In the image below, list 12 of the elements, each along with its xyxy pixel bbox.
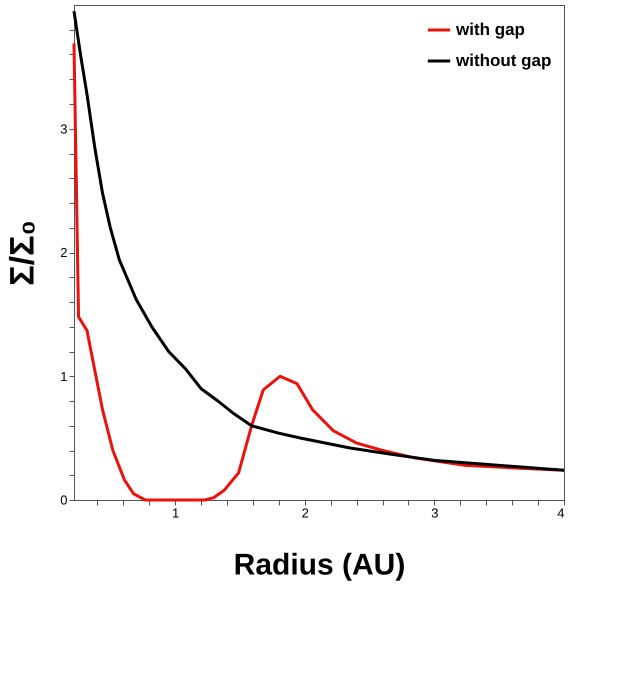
y-tick-label: 1 bbox=[60, 368, 68, 384]
x-axis-title: Radius (AU) bbox=[234, 548, 406, 582]
legend-label: without gap bbox=[455, 51, 552, 70]
legend-label: with gap bbox=[455, 20, 525, 39]
y-tick-label: 0 bbox=[60, 492, 68, 508]
y-tick-label: 3 bbox=[60, 121, 68, 136]
y-axis-title: Σ/Σ₀ bbox=[3, 220, 42, 286]
x-tick-label: 4 bbox=[557, 506, 564, 520]
x-tick-label: 3 bbox=[431, 506, 438, 520]
x-tick-label: 1 bbox=[172, 506, 180, 520]
y-tick-label: 2 bbox=[60, 245, 68, 260]
x-tick-label: 2 bbox=[302, 506, 309, 520]
